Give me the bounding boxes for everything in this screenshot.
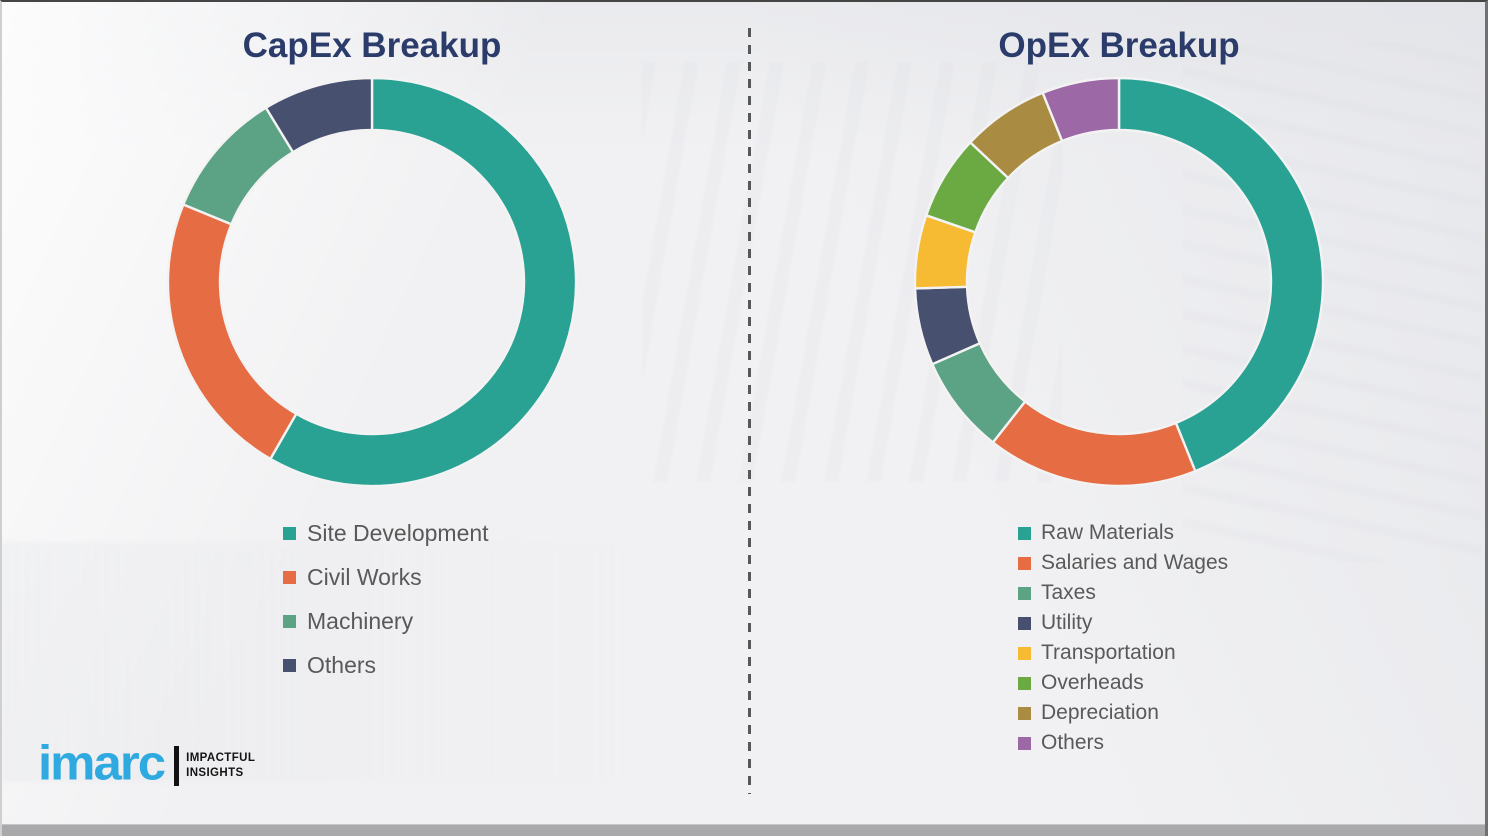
imarc-logo: imarc IMPACTFUL INSIGHTS	[38, 737, 255, 788]
opex-chart-block: OpEx Breakup	[909, 26, 1329, 492]
legend-item: Depreciation	[1018, 698, 1228, 728]
legend-item: Overheads	[1018, 668, 1228, 698]
legend-item: Others	[1018, 728, 1228, 758]
capex-donut-chart	[166, 76, 578, 488]
legend-swatch	[283, 658, 296, 672]
imarc-logo-tagline: IMPACTFUL INSIGHTS	[186, 751, 255, 780]
logo-divider-bar	[174, 745, 180, 786]
legend-label: Taxes	[1041, 581, 1096, 604]
legend-swatch	[1018, 706, 1031, 720]
donut-segment-site-development	[269, 76, 578, 488]
legend-label: Others	[307, 651, 377, 678]
donut-segment-others	[264, 76, 374, 154]
legend-swatch	[283, 614, 296, 628]
legend-item: Utility	[1018, 608, 1228, 638]
legend-item: Transportation	[1018, 638, 1228, 668]
dashed-divider	[748, 28, 751, 794]
legend-item: Salaries and Wages	[1018, 548, 1228, 578]
legend-label: Civil Works	[307, 563, 422, 590]
legend-swatch	[1018, 526, 1031, 540]
legend-item: Others	[283, 643, 489, 687]
legend-label: Raw Materials	[1041, 521, 1175, 544]
legend-swatch	[1018, 556, 1031, 570]
bottom-border-strip	[2, 824, 1485, 836]
opex-donut-chart	[913, 76, 1325, 488]
legend-swatch	[1018, 646, 1031, 660]
legend-swatch	[283, 526, 296, 540]
legend-item: Civil Works	[283, 555, 489, 599]
legend-label: Depreciation	[1041, 701, 1159, 724]
opex-chart-title: OpEx Breakup	[998, 26, 1240, 65]
donut-segment-others	[1041, 76, 1121, 143]
donut-segment-salaries-and-wages	[991, 400, 1197, 488]
legend-swatch	[1018, 736, 1031, 750]
legend-label: Overheads	[1041, 671, 1144, 694]
legend-swatch	[283, 570, 296, 584]
donut-segment-raw-materials	[1117, 76, 1325, 473]
legend-label: Transportation	[1041, 641, 1176, 664]
imarc-logo-wordmark: imarc	[38, 735, 166, 790]
legend-item: Taxes	[1018, 578, 1228, 608]
legend-label: Salaries and Wages	[1041, 551, 1229, 574]
tagline-line1: IMPACTFUL	[186, 752, 256, 765]
legend-label: Others	[1041, 731, 1105, 754]
capex-chart-title: CapEx Breakup	[242, 26, 502, 65]
legend-label: Machinery	[307, 607, 414, 634]
capex-legend: Site Development Civil Works Machinery Othe…	[283, 511, 489, 687]
legend-swatch	[1018, 586, 1031, 600]
legend-swatch	[1018, 616, 1031, 630]
opex-legend: Raw Materials Salaries and Wages Taxes Util…	[1018, 518, 1228, 758]
capex-chart-block: CapEx Breakup	[162, 26, 582, 492]
legend-item: Raw Materials	[1018, 518, 1228, 548]
donut-segment-civil-works	[166, 203, 298, 461]
legend-item: Machinery	[283, 599, 489, 643]
legend-label: Site Development	[307, 519, 489, 546]
legend-label: Utility	[1041, 611, 1093, 634]
legend-swatch	[1018, 676, 1031, 690]
tagline-line2: INSIGHTS	[186, 766, 244, 779]
legend-item: Site Development	[283, 511, 489, 555]
